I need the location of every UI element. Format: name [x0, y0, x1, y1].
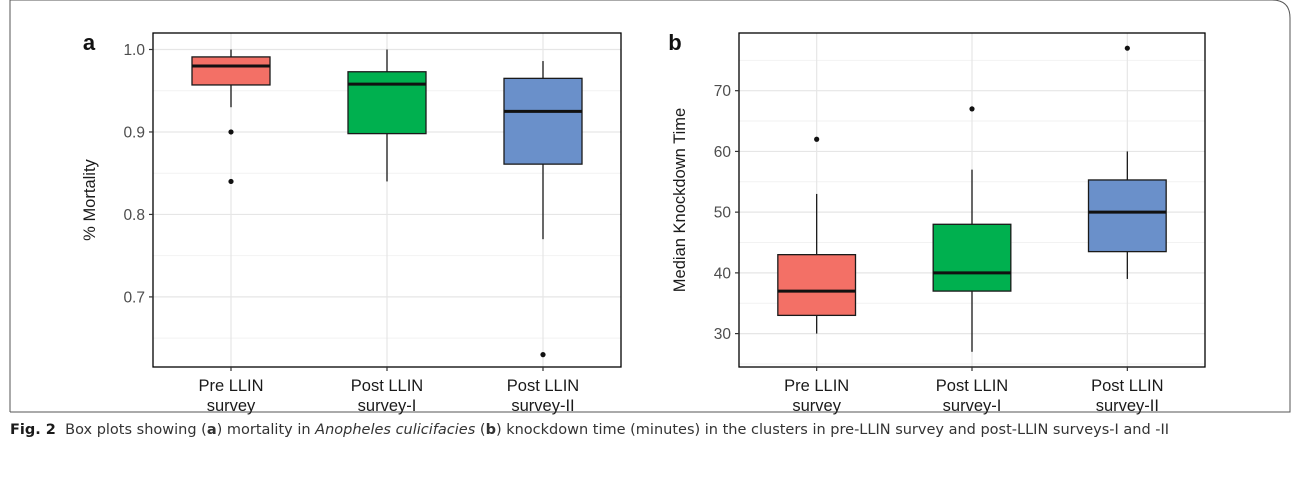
panel-a: 0.7 0.8 0.9 1.0 Pre LLIN survey Post LLIN surve…: [81, 30, 622, 415]
y-tick-label: 0.9: [123, 124, 145, 141]
y-tick-label: 60: [714, 144, 732, 161]
y-tick-label: 40: [714, 265, 732, 282]
y-tick-label: 0.8: [123, 207, 145, 224]
y-tick-label: 70: [714, 83, 732, 100]
x-tick-label: Post LLIN survey-I: [351, 377, 423, 415]
outlier-point: [540, 352, 546, 358]
outlier-point: [228, 129, 234, 135]
box-pre: [191, 49, 271, 185]
caption-text-1: Box plots showing (: [65, 422, 207, 438]
caption-panel-a: a: [206, 422, 217, 438]
outlier-point: [969, 106, 975, 112]
outlier-point: [1124, 45, 1130, 51]
box-post2: [503, 61, 583, 358]
box-iqr: [932, 223, 1012, 292]
panel-letter: b: [668, 30, 681, 55]
x-tick-label: Post LLIN survey-II: [1091, 377, 1163, 415]
box-iqr: [347, 71, 427, 135]
y-tick-label: 1.0: [123, 42, 145, 59]
y-axis-title: % Mortality: [81, 158, 99, 240]
x-tick-label: Post LLIN survey-II: [507, 377, 579, 415]
box-iqr: [777, 254, 857, 317]
outlier-point: [814, 136, 820, 142]
figure-caption: Fig. 2 Box plots showing (a) mortality i…: [10, 418, 1280, 442]
caption-text-2: ) mortality in: [216, 422, 316, 438]
box-pre: [777, 136, 857, 334]
x-tick-label: Post LLIN survey-I: [936, 377, 1008, 415]
caption-text-4: ) knockdown time (minutes) in the cluste…: [495, 422, 1170, 438]
panel-letter: a: [83, 30, 96, 55]
box-iqr: [1087, 179, 1167, 253]
box-post1: [347, 49, 427, 182]
box-post2: [1087, 45, 1167, 279]
x-tick-label: Pre LLIN survey: [784, 377, 849, 415]
y-tick-label: 30: [714, 326, 732, 343]
caption-species: Anopheles culicifacies: [315, 422, 476, 438]
box-post1: [932, 106, 1012, 352]
outlier-point: [228, 178, 234, 185]
x-tick-label: Pre LLIN survey: [198, 377, 263, 415]
box-iqr: [191, 56, 271, 86]
box-iqr: [503, 77, 583, 165]
y-tick-label: 50: [714, 205, 732, 222]
caption-text-3: (: [475, 422, 486, 438]
caption-panel-b: b: [485, 422, 496, 438]
y-axis-title: Median Knockdown Time: [671, 108, 689, 292]
panel-b: 30 40 50 60 70 Pre LLIN survey Post LLIN survey-…: [668, 30, 1206, 415]
y-tick-label: 0.7: [123, 289, 145, 306]
caption-label: Fig. 2: [10, 422, 56, 438]
figure-border: [9, 0, 1291, 413]
